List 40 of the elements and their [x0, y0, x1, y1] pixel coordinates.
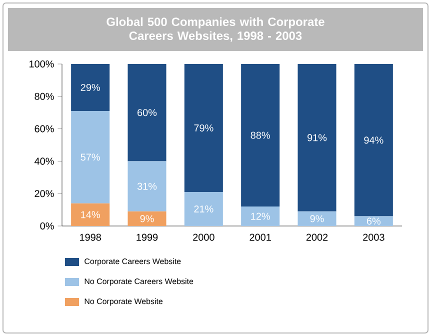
- x-tick-label: 1999: [136, 234, 158, 241]
- bar: [128, 161, 166, 212]
- bar: [241, 206, 280, 226]
- bar: [71, 64, 110, 111]
- data-label: 29%: [80, 84, 100, 92]
- data-label: 88%: [250, 132, 270, 139]
- x-tick-label: 2002: [306, 234, 328, 241]
- data-label: 9%: [140, 215, 154, 222]
- bar: [354, 64, 393, 216]
- y-tick-label: 60%: [34, 125, 54, 132]
- x-tick-label: 2003: [363, 234, 384, 241]
- data-label: 91%: [308, 134, 327, 142]
- x-tick-label: 1998: [80, 234, 101, 241]
- y-tick-label: 80%: [34, 92, 54, 100]
- y-tick-label: 40%: [34, 158, 54, 165]
- bar: [71, 110, 110, 204]
- data-label: 6%: [366, 218, 381, 225]
- chart-title: Global 500 Companies with Corporate Careers Websites, 1998 - 2003: [106, 17, 324, 42]
- y-tick-label: 100%: [30, 60, 54, 68]
- bar: [298, 211, 336, 226]
- x-tick-label: 2000: [193, 234, 214, 241]
- data-label: 31%: [137, 182, 157, 190]
- data-label: 60%: [138, 109, 157, 116]
- bar: [71, 203, 110, 226]
- data-label: 9%: [310, 215, 324, 222]
- bar: [128, 211, 166, 226]
- bar: [298, 64, 336, 212]
- bar: [241, 64, 280, 207]
- y-tick-label: 20%: [34, 190, 54, 198]
- y-tick-label: 0%: [40, 222, 54, 230]
- data-label: 94%: [364, 136, 384, 144]
- data-label: 21%: [194, 205, 214, 212]
- bar: [128, 64, 166, 162]
- x-tick-label: 2001: [250, 234, 271, 241]
- data-label: 57%: [80, 154, 100, 161]
- bar: [184, 192, 223, 226]
- data-label: 79%: [194, 124, 214, 132]
- data-label: 14%: [81, 211, 100, 218]
- bar: [184, 64, 223, 192]
- data-label: 12%: [251, 212, 270, 220]
